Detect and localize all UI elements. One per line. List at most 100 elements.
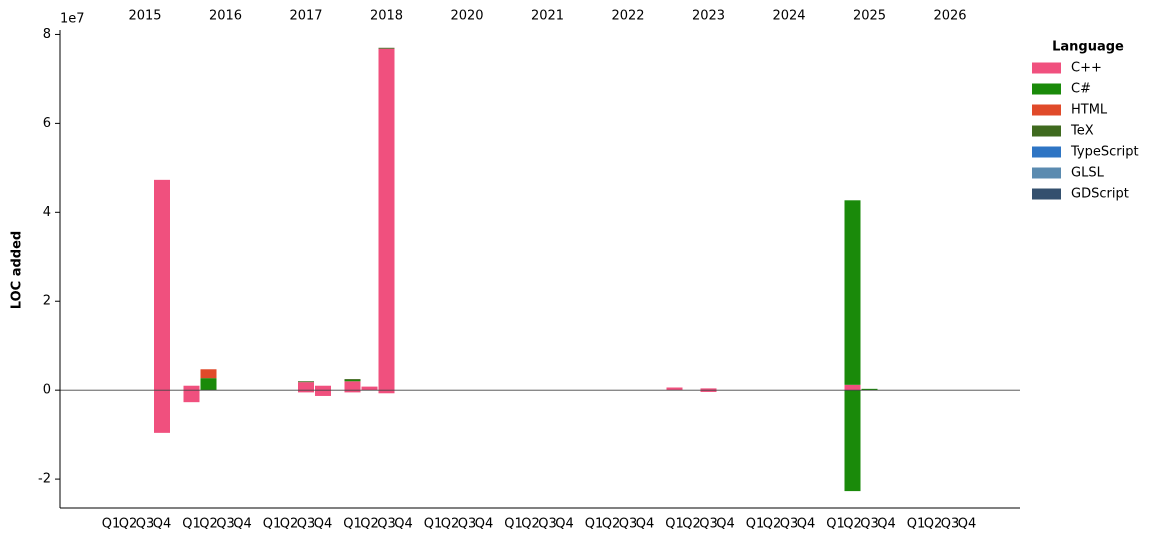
x-tick-label: Q2	[602, 517, 621, 532]
legend-swatch	[1032, 146, 1061, 158]
legend-label: HTML	[1071, 103, 1108, 118]
x-tick-label: Q2	[280, 517, 299, 532]
y-axis-label: LOC added	[10, 231, 25, 309]
bar-segment	[378, 48, 395, 391]
bar-segment	[298, 390, 314, 393]
x-tick-label: Q4	[555, 517, 574, 532]
year-label: 2016	[209, 9, 242, 24]
x-tick-label: Q3	[136, 517, 155, 532]
bar-segment	[200, 378, 217, 391]
x-tick-label: Q3	[941, 517, 960, 532]
x-tick-label: Q4	[636, 517, 655, 532]
year-label: 2024	[772, 9, 805, 24]
x-tick-label: Q4	[716, 517, 735, 532]
x-tick-label: Q1	[826, 517, 845, 532]
legend-swatch	[1032, 188, 1061, 200]
bar-segment	[844, 200, 861, 385]
bar-segment	[700, 388, 717, 391]
x-tick-label: Q1	[504, 517, 523, 532]
x-tick-label: Q1	[182, 517, 201, 532]
x-tick-label: Q2	[199, 517, 218, 532]
x-tick-label: Q3	[699, 517, 718, 532]
y-tick-label: 2	[43, 294, 51, 309]
x-tick-label: Q1	[665, 517, 684, 532]
bar-segment	[298, 381, 314, 383]
bar-segment	[344, 390, 361, 393]
year-label: 2015	[128, 9, 161, 24]
bar-segment	[315, 390, 331, 396]
x-tick-label: Q4	[475, 517, 494, 532]
x-tick-label: Q4	[797, 517, 816, 532]
year-label: 2017	[289, 9, 322, 24]
legend-label: GLSL	[1071, 166, 1105, 181]
bar-segment	[154, 179, 170, 391]
legend-swatch	[1032, 62, 1061, 74]
legend-label: GDScript	[1071, 187, 1129, 202]
bar-segment	[844, 390, 861, 492]
x-tick-label: Q1	[907, 517, 926, 532]
x-tick-label: Q2	[924, 517, 943, 532]
x-tick-label: Q3	[297, 517, 316, 532]
x-tick-label: Q4	[394, 517, 413, 532]
y-tick-label: -2	[38, 472, 51, 487]
year-label: 2020	[450, 9, 483, 24]
legend-label: TeX	[1070, 124, 1094, 139]
bar-segment	[666, 387, 683, 391]
year-label: 2023	[692, 9, 725, 24]
legend-label: TypeScript	[1070, 145, 1139, 160]
bar-segment	[183, 385, 200, 391]
x-tick-label: Q2	[441, 517, 460, 532]
x-tick-label: Q3	[216, 517, 235, 532]
x-tick-label: Q4	[877, 517, 896, 532]
legend-label: C++	[1071, 61, 1102, 76]
bar-segment	[378, 390, 395, 394]
y-offset-label: 1e7	[60, 12, 85, 27]
bar-segment	[861, 388, 878, 391]
x-tick-label: Q3	[377, 517, 396, 532]
x-tick-label: Q3	[458, 517, 477, 532]
year-label: 2025	[853, 9, 886, 24]
x-tick-label: Q1	[585, 517, 604, 532]
x-tick-label: Q1	[424, 517, 443, 532]
legend-swatch	[1032, 83, 1061, 95]
x-tick-label: Q3	[860, 517, 879, 532]
bar-segment	[844, 384, 861, 391]
year-label: 2021	[531, 9, 564, 24]
year-label: 2018	[370, 9, 403, 24]
x-tick-label: Q2	[119, 517, 138, 532]
legend-label: C#	[1071, 82, 1091, 97]
legend-swatch	[1032, 125, 1061, 137]
bar-segment	[183, 390, 200, 403]
legend-swatch	[1032, 167, 1061, 179]
bar-segment	[344, 379, 361, 382]
x-tick-label: Q1	[263, 517, 282, 532]
x-tick-label: Q4	[314, 517, 333, 532]
legend-swatch	[1032, 104, 1061, 116]
bar-segment	[315, 385, 331, 391]
y-tick-label: 6	[43, 116, 51, 131]
year-label: 2026	[933, 9, 966, 24]
x-tick-label: Q2	[521, 517, 540, 532]
x-tick-label: Q3	[619, 517, 638, 532]
x-tick-label: Q4	[958, 517, 977, 532]
bar-segment	[700, 390, 717, 392]
year-label: 2022	[611, 9, 644, 24]
bar-segment	[298, 382, 314, 391]
bar-segment	[361, 386, 378, 391]
x-tick-label: Q3	[538, 517, 557, 532]
legend-title: Language	[1052, 40, 1124, 55]
bar-segment	[378, 47, 395, 49]
y-tick-label: 0	[43, 383, 51, 398]
y-tick-label: 8	[43, 27, 51, 42]
bar-segment	[200, 369, 217, 379]
x-tick-label: Q1	[102, 517, 121, 532]
x-tick-label: Q4	[153, 517, 172, 532]
bar-segment	[154, 390, 170, 433]
x-tick-label: Q2	[360, 517, 379, 532]
x-tick-label: Q1	[343, 517, 362, 532]
bar-segment	[344, 379, 361, 380]
x-tick-label: Q3	[780, 517, 799, 532]
x-tick-label: Q4	[233, 517, 252, 532]
x-tick-label: Q1	[746, 517, 765, 532]
